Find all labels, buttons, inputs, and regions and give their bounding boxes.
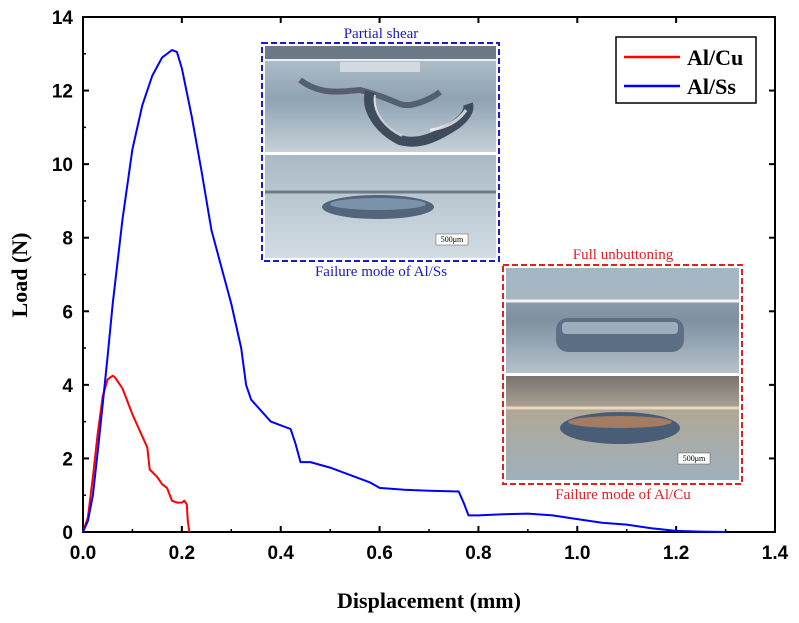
inset-al-ss-photo-bottom: 500μm: [265, 155, 496, 258]
y-tick-label: 0: [62, 523, 73, 544]
inset-al-cu-title: Full unbuttoning: [573, 247, 674, 263]
x-tick-label: 1.2: [663, 543, 689, 564]
x-tick-label: 0.6: [366, 543, 392, 564]
x-tick-label: 0.8: [465, 543, 491, 564]
y-axis-ticks: 0 2 4 6 8 10 12 14: [52, 8, 775, 544]
y-tick-label: 10: [52, 155, 73, 176]
y-tick-label: 4: [62, 376, 73, 397]
x-axis-ticks: 0.0 0.2 0.4 0.6 0.8 1.0 1.2 1.4: [70, 17, 789, 564]
legend-label-al-ss: Al/Ss: [687, 74, 736, 99]
series-layer: [82, 49, 726, 533]
inset-al-ss-scale: 500μm: [441, 235, 464, 244]
y-tick-label: 12: [52, 82, 73, 103]
inset-al-cu-scale: 500μm: [683, 454, 706, 463]
y-tick-label: 6: [62, 302, 73, 323]
y-tick-label: 2: [62, 449, 73, 470]
y-tick-label: 8: [62, 229, 73, 250]
x-axis-title: Displacement (mm): [337, 588, 521, 613]
y-axis-title: Load (N): [7, 233, 32, 318]
x-tick-label: 1.4: [762, 543, 789, 564]
legend: Al/Cu Al/Ss: [615, 36, 757, 104]
inset-al-cu-photo-bottom: 500μm: [506, 376, 739, 480]
inset-al-ss: Partial shear 500μm Failure mode of Al/S…: [261, 26, 500, 280]
series-line-al-ss: [82, 49, 726, 533]
inset-al-ss-title: Partial shear: [344, 26, 419, 42]
inset-al-cu: Full unbuttoning 500μm Failure mode of A…: [502, 247, 743, 503]
inset-al-cu-photo-top: [506, 268, 739, 373]
inset-al-cu-caption: Failure mode of Al/Cu: [555, 487, 691, 503]
x-tick-label: 0.2: [169, 543, 195, 564]
x-tick-label: 0.0: [70, 543, 96, 564]
inset-al-ss-photo-top: [265, 46, 496, 152]
legend-label-al-cu: Al/Cu: [687, 45, 743, 70]
legend-box: [615, 36, 757, 104]
inset-al-ss-caption: Failure mode of Al/Ss: [315, 264, 447, 280]
x-tick-label: 0.4: [268, 543, 295, 564]
series-line-al-cu: [82, 374, 191, 533]
y-tick-label: 14: [52, 8, 74, 29]
x-tick-label: 1.0: [564, 543, 590, 564]
